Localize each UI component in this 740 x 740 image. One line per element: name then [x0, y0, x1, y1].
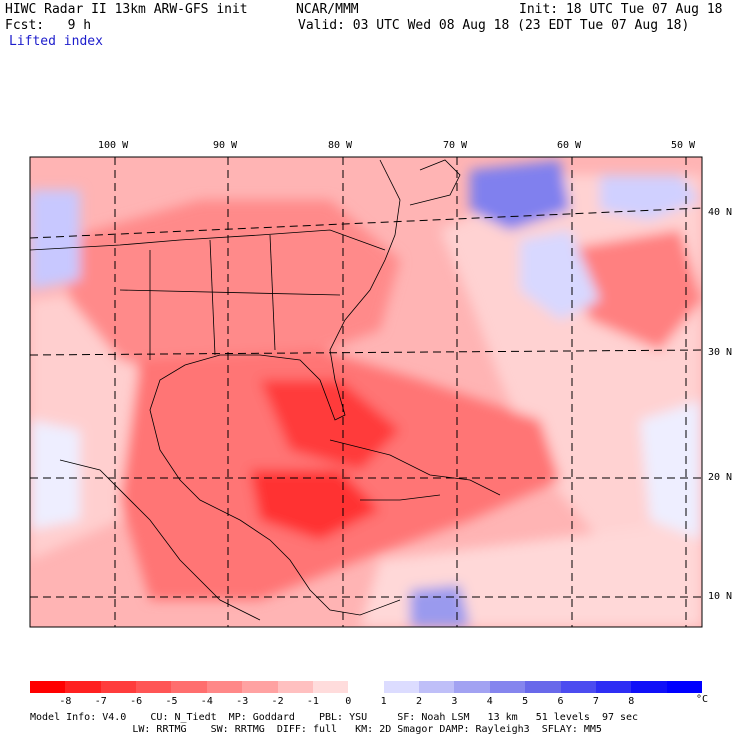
colorbar-swatch: [454, 681, 491, 693]
init-time: Init: 18 UTC Tue 07 Aug 18: [519, 2, 723, 17]
lon-label-100w: 100 W: [98, 140, 129, 151]
colorbar-unit: °C: [696, 694, 709, 705]
colorbar-swatch: [100, 681, 137, 693]
colorbar-tick-label: 4: [486, 696, 493, 707]
model-info-line2: LW: RRTMG SW: RRTMG DIFF: full KM: 2D Sm…: [30, 724, 602, 735]
lon-label-50w: 50 W: [671, 140, 696, 151]
forecast-hour: Fcst: 9 h: [5, 18, 92, 33]
colorbar-tick-label: -4: [200, 696, 213, 707]
colorbar-swatch: [419, 681, 455, 693]
valid-time: Valid: 03 UTC Wed 08 Aug 18 (23 EDT Tue …: [298, 18, 690, 33]
colorbar-tick-label: -6: [130, 696, 143, 707]
colorbar-tick-label: -3: [236, 696, 249, 707]
colorbar-swatch: [30, 681, 66, 693]
colorbar-tick-label: -2: [271, 696, 284, 707]
colorbar-swatch: [631, 681, 668, 693]
organization: NCAR/MMM: [296, 2, 359, 17]
lat-label-10n: 10 N: [708, 591, 733, 602]
colorbar-swatch: [136, 681, 172, 693]
colorbar-swatch: [666, 681, 703, 693]
colorbar-tick-label: 6: [557, 696, 564, 707]
colorbar-swatch: [595, 681, 632, 693]
colorbar-swatch: [525, 681, 562, 693]
colorbar-tick-label: 5: [522, 696, 529, 707]
colorbar-swatch: [277, 681, 314, 693]
colorbar-swatch: [560, 681, 597, 693]
lat-label-30n: 30 N: [708, 347, 733, 358]
graticule: [30, 157, 702, 627]
model-info-line1: Model Info: V4.0 CU: N_Tiedt MP: Goddard…: [30, 712, 639, 723]
map-field: [30, 157, 702, 627]
colorbar-tick-label: -7: [94, 696, 107, 707]
field-blue-north-atlantic: [470, 160, 570, 230]
lon-label-80w: 80 W: [328, 140, 353, 151]
colorbar-swatch: [348, 681, 385, 693]
map-frame: [29, 156, 703, 628]
colorbar-tick-label: 2: [416, 696, 423, 707]
coastlines: [30, 159, 501, 621]
colorbar-tick-label: -5: [165, 696, 178, 707]
colorbar-tick-label: 3: [451, 696, 458, 707]
colorbar-tick-label: 7: [592, 696, 599, 707]
field-name: Lifted index: [9, 34, 103, 49]
colorbar-swatch: [242, 681, 279, 693]
colorbar-tick-label: 1: [380, 696, 387, 707]
colorbar-swatch: [206, 681, 243, 693]
colorbar-swatch: [383, 681, 420, 693]
colorbar-swatch: [489, 681, 526, 693]
colorbar-swatch: [171, 681, 208, 693]
colorbar-tick-label: -1: [306, 696, 319, 707]
lon-label-70w: 70 W: [443, 140, 468, 151]
field-max-gulf: [260, 380, 400, 470]
lat-label-20n: 20 N: [708, 472, 733, 483]
lon-label-90w: 90 W: [213, 140, 238, 151]
colorbar-swatch: [312, 681, 349, 693]
colorbar-tick-label: 0: [345, 696, 352, 707]
colorbar-tick-label: 8: [628, 696, 635, 707]
lon-label-60w: 60 W: [557, 140, 582, 151]
field-max-caribbean: [250, 470, 380, 540]
colorbar-swatch: [65, 681, 102, 693]
model-title: HIWC Radar II 13km ARW-GFS init: [5, 2, 248, 17]
colorbar-tick-label: -8: [59, 696, 72, 707]
lat-label-40n: 40 N: [708, 207, 733, 218]
